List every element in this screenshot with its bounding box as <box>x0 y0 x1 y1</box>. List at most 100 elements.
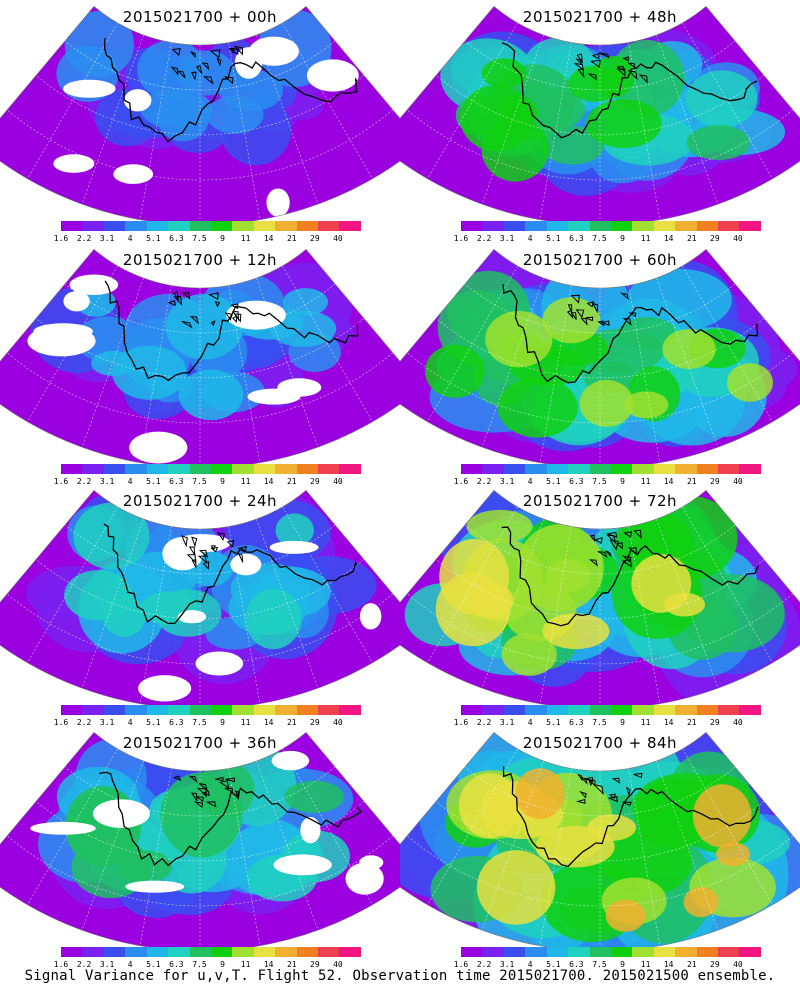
colorbar-swatch <box>318 464 340 474</box>
colorbar-tick-label: 2.2 <box>76 960 92 969</box>
field-contour <box>140 89 213 129</box>
colorbar-tick-label: 6.3 <box>569 960 584 969</box>
colorbar-tick-label: 3.1 <box>99 960 115 969</box>
field-contour <box>605 899 646 932</box>
map-field <box>0 732 400 951</box>
coastline-icon <box>616 68 626 77</box>
coastline-icon <box>576 53 583 64</box>
colorbar-tick-label: 3.1 <box>99 234 115 243</box>
longitude-line <box>481 34 544 205</box>
missing-data-area <box>138 675 192 702</box>
longitude-line <box>656 760 719 931</box>
colorbar-tick-label: 7.5 <box>592 477 607 486</box>
latitude-line <box>64 283 336 334</box>
map-plot <box>0 248 400 469</box>
coastline-icon <box>585 316 594 322</box>
colorbar-tick-label: 4 <box>127 960 133 969</box>
colorbar-tick-label: 9 <box>620 960 625 969</box>
panel-title: 2015021700 + 84h <box>522 734 678 752</box>
coastline-icon <box>198 549 209 559</box>
longitude-line <box>139 42 172 220</box>
coastline-icon <box>633 529 642 539</box>
colorbar-swatch <box>189 464 211 474</box>
coastline-icon <box>191 559 197 568</box>
field-contour <box>516 524 604 612</box>
colorbar-swatch <box>482 221 504 231</box>
colorbar-tick-label: 40 <box>733 718 743 727</box>
colorbar-swatch <box>653 947 676 957</box>
coastline-icon <box>190 51 196 58</box>
colorbar-swatch <box>275 221 297 231</box>
missing-data-area <box>359 603 382 630</box>
colorbar-tick-label: 6.3 <box>169 960 184 969</box>
panel-6: 2015021700 + 36h 1.6 2.2 3.1 4 5.1 6.3 7.5 9 11 1… <box>0 726 400 976</box>
colorbar-ticks: 1.6 2.2 3.1 4 5.1 6.3 7.5 9 11 14 21 29 40 <box>54 234 366 246</box>
colorbar-swatch <box>189 947 211 957</box>
colorbar-swatch <box>568 705 590 715</box>
colorbar-swatch <box>253 947 276 957</box>
coastline-icon <box>226 539 235 548</box>
colorbar-swatch <box>125 947 147 957</box>
longitude-line <box>27 265 118 422</box>
longitude-line <box>656 277 719 448</box>
latitude-line <box>64 40 336 91</box>
colorbar-swatch <box>696 705 719 715</box>
colorbar-swatch <box>168 464 190 474</box>
longitude-line <box>282 22 373 179</box>
colorbar-tick-label: 29 <box>710 960 720 969</box>
coastline-icon <box>237 552 244 563</box>
colorbar-swatch <box>739 705 761 715</box>
colorbar-swatch <box>675 221 697 231</box>
colorbar-swatch <box>461 947 483 957</box>
field-contour <box>282 288 329 316</box>
coastline-icon <box>225 777 235 783</box>
colorbar <box>61 221 361 231</box>
missing-data-area <box>53 154 95 173</box>
colorbar-swatch <box>296 947 319 957</box>
colorbar-swatch <box>61 947 83 957</box>
latitude-line <box>6 109 394 181</box>
coastline-icon <box>103 523 358 625</box>
map-frame <box>0 5 400 226</box>
colorbar-tick-label: 3.1 <box>499 477 515 486</box>
colorbar-swatch <box>168 705 190 715</box>
coastline-icon <box>210 320 216 327</box>
field-contour <box>466 509 533 543</box>
missing-data-area <box>249 36 299 66</box>
colorbar-tick-label: 6.3 <box>569 477 584 486</box>
colorbar-tick-label: 9 <box>620 477 625 486</box>
coastline-icon <box>621 555 632 563</box>
panel-2: 2015021700 + 12h 1.6 2.2 3.1 4 5.1 6.3 7.5 9 11 1… <box>0 243 400 493</box>
colorbar-ticks: 1.6 2.2 3.1 4 5.1 6.3 7.5 9 11 14 21 29 40 <box>54 960 366 972</box>
colorbar-tick-label: 29 <box>310 960 320 969</box>
coastline-icon <box>615 542 623 550</box>
colorbar-tick-label: 6.3 <box>569 718 584 727</box>
colorbar-swatch <box>675 464 697 474</box>
field-contour <box>692 784 752 848</box>
coastline-icon <box>229 303 239 310</box>
colorbar-tick-label: 1.6 <box>453 477 469 486</box>
coastline-icon <box>611 777 620 784</box>
colorbar-swatch <box>589 705 611 715</box>
longitude-line <box>282 506 373 663</box>
coastline-icon <box>586 301 595 308</box>
colorbar-swatch <box>296 464 319 474</box>
colorbar-tick-label: 11 <box>240 477 251 486</box>
colorbar-swatch <box>61 705 83 715</box>
colorbar-tick-label: 4 <box>527 718 533 727</box>
colorbar-swatch <box>461 464 483 474</box>
coastline-icon <box>501 526 759 627</box>
panel-3: 2015021700 + 60h 1.6 2.2 3.1 4 5.1 6.3 7.5 9 11 1… <box>400 243 800 493</box>
coastline-icon <box>609 539 619 551</box>
coastline-icon <box>191 71 197 81</box>
colorbar-tick-label: 40 <box>333 960 343 969</box>
colorbar-tick-label: 21 <box>286 234 297 243</box>
coastline-icon <box>608 793 616 800</box>
field-contour <box>481 116 549 182</box>
coastline-icon <box>193 801 204 809</box>
coastline-icon <box>579 790 587 799</box>
coastline-icon <box>205 801 217 808</box>
colorbar-swatch <box>589 221 611 231</box>
field-contour <box>245 588 302 650</box>
colorbar-swatch <box>675 705 697 715</box>
